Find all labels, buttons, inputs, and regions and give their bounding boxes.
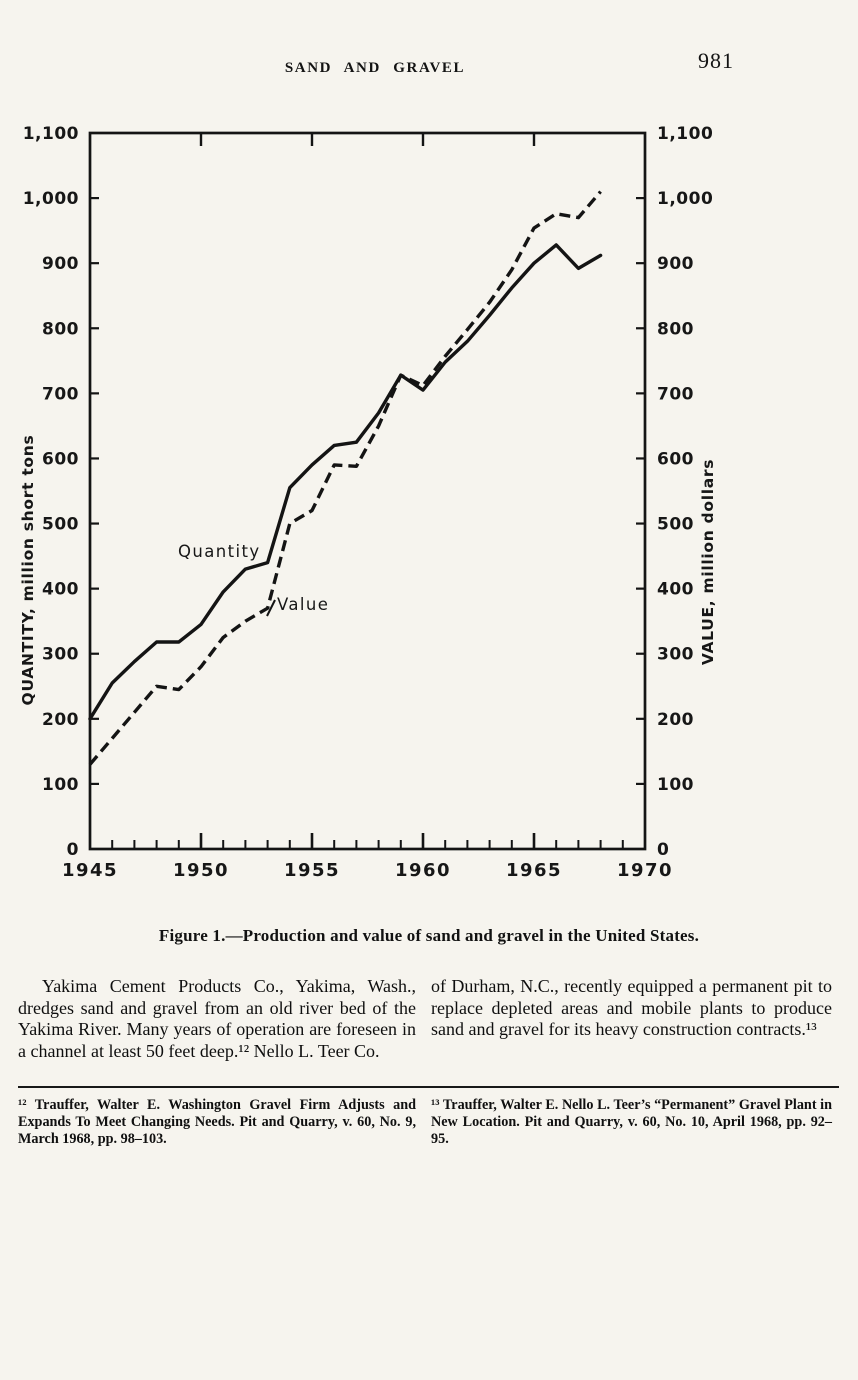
y-tick-label-left: 200 [42,710,79,730]
y-tick-label-left: 1,100 [23,124,79,144]
figure1-chart: 0 0 100 100 200 200 300 300 400 400 500 500 600 600 70… [19,124,717,881]
series-label-value: Value [277,595,329,614]
y-tick-label-right: 500 [657,515,694,535]
y-tick-label-left: 0 [67,840,79,860]
body-column-right: of Durham, N.C., recently equipped a per… [431,976,832,1039]
running-header: SAND AND GRAVEL [0,59,750,77]
y-tick-label-right: 300 [657,645,694,665]
y-tick-label-left: 400 [42,580,79,600]
y-tick-label-right: 100 [657,775,694,795]
page-number: 981 [698,48,734,73]
y-tick-label-right: 1,100 [657,124,713,144]
series-line-value [88,190,602,766]
y-tick-label-left: 800 [42,319,79,339]
x-tick-label: 1950 [173,860,229,881]
y-tick-label-left: 1,000 [23,189,79,209]
figure-caption: Figure 1.—Production and value of sand a… [158,926,700,945]
right-axis-title: VALUE, million dollars [699,459,717,665]
y-tick-label-right: 0 [657,840,669,860]
header-title: SAND AND GRAVEL [284,60,466,76]
plot-frame [88,131,647,851]
y-tick-label-right: 600 [657,449,694,469]
y-tick-label-right: 1,000 [657,189,713,209]
x-tick-label: 1955 [284,860,340,881]
y-tick-label-left: 500 [42,515,79,535]
x-tick-label: 1945 [62,860,118,881]
footnote-12: ¹² Trauffer, Walter E. Washington Gravel… [18,1097,416,1147]
body-column-left: Yakima Cement Products Co., Yakima, Wash… [18,976,416,1061]
y-tick-label-right: 800 [657,319,694,339]
series-line-quantity [88,243,603,721]
y-tick-label-left: 100 [42,775,79,795]
y-tick-label-left: 300 [42,645,79,665]
footnote-13: ¹³ Trauffer, Walter E. Nello L. Teer’s “… [431,1097,832,1147]
series-label-quantity: Quantity [178,542,261,561]
x-tick-label: 1965 [506,860,562,881]
y-tick-label-left: 600 [42,449,79,469]
x-tick-label: 1970 [617,860,673,881]
y-tick-label-left: 900 [42,254,79,274]
y-tick-label-right: 900 [657,254,694,274]
footnote-rule [18,1086,839,1089]
y-tick-label-right: 700 [657,384,694,404]
y-tick-label-right: 200 [657,710,694,730]
value-label-leader [266,599,276,617]
y-tick-label-left: 700 [42,384,79,404]
left-axis-title: QUANTITY, million short tons [19,435,37,706]
x-tick-label: 1960 [395,860,451,881]
y-tick-label-right: 400 [657,580,694,600]
